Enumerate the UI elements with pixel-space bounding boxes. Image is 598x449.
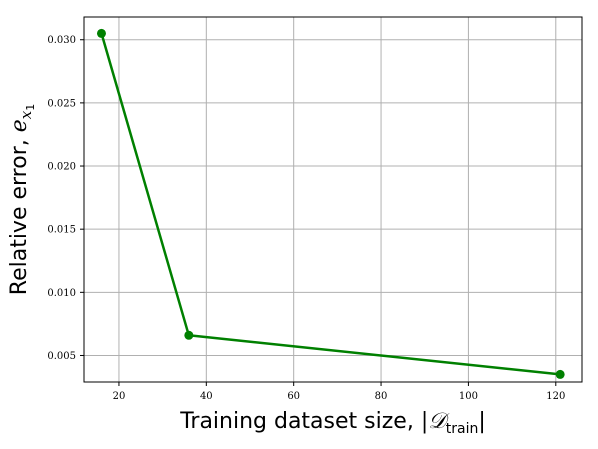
y-tick-label: 0.015 [47,225,76,236]
series-layer [96,28,565,379]
axis-ticks: 20 40 60 80 100 120 0.005 0.010 0.015 0.020 0.025 0… [47,35,565,402]
x-tick-label: 80 [375,391,388,402]
x-tick-label: 40 [200,391,213,402]
x-tick-label: 60 [287,391,300,402]
grid [84,17,582,382]
y-tick-label: 0.010 [47,288,76,299]
y-tick-label: 0.005 [47,351,76,362]
x-tick-label: 100 [459,391,478,402]
plot-frame [83,16,583,383]
y-tick-label: 0.030 [47,35,76,46]
data-point [555,369,565,379]
x-tick-label: 120 [546,391,565,402]
y-axis-label: Relative error, ex1 [7,104,37,295]
x-axis-label: Training dataset size, |𝒟train| [179,409,486,437]
series-line [100,33,561,376]
x-tick-label: 20 [113,391,126,402]
y-tick-label: 0.020 [47,162,76,173]
data-point [96,28,106,38]
data-point [184,330,194,340]
y-tick-label: 0.025 [47,98,76,109]
